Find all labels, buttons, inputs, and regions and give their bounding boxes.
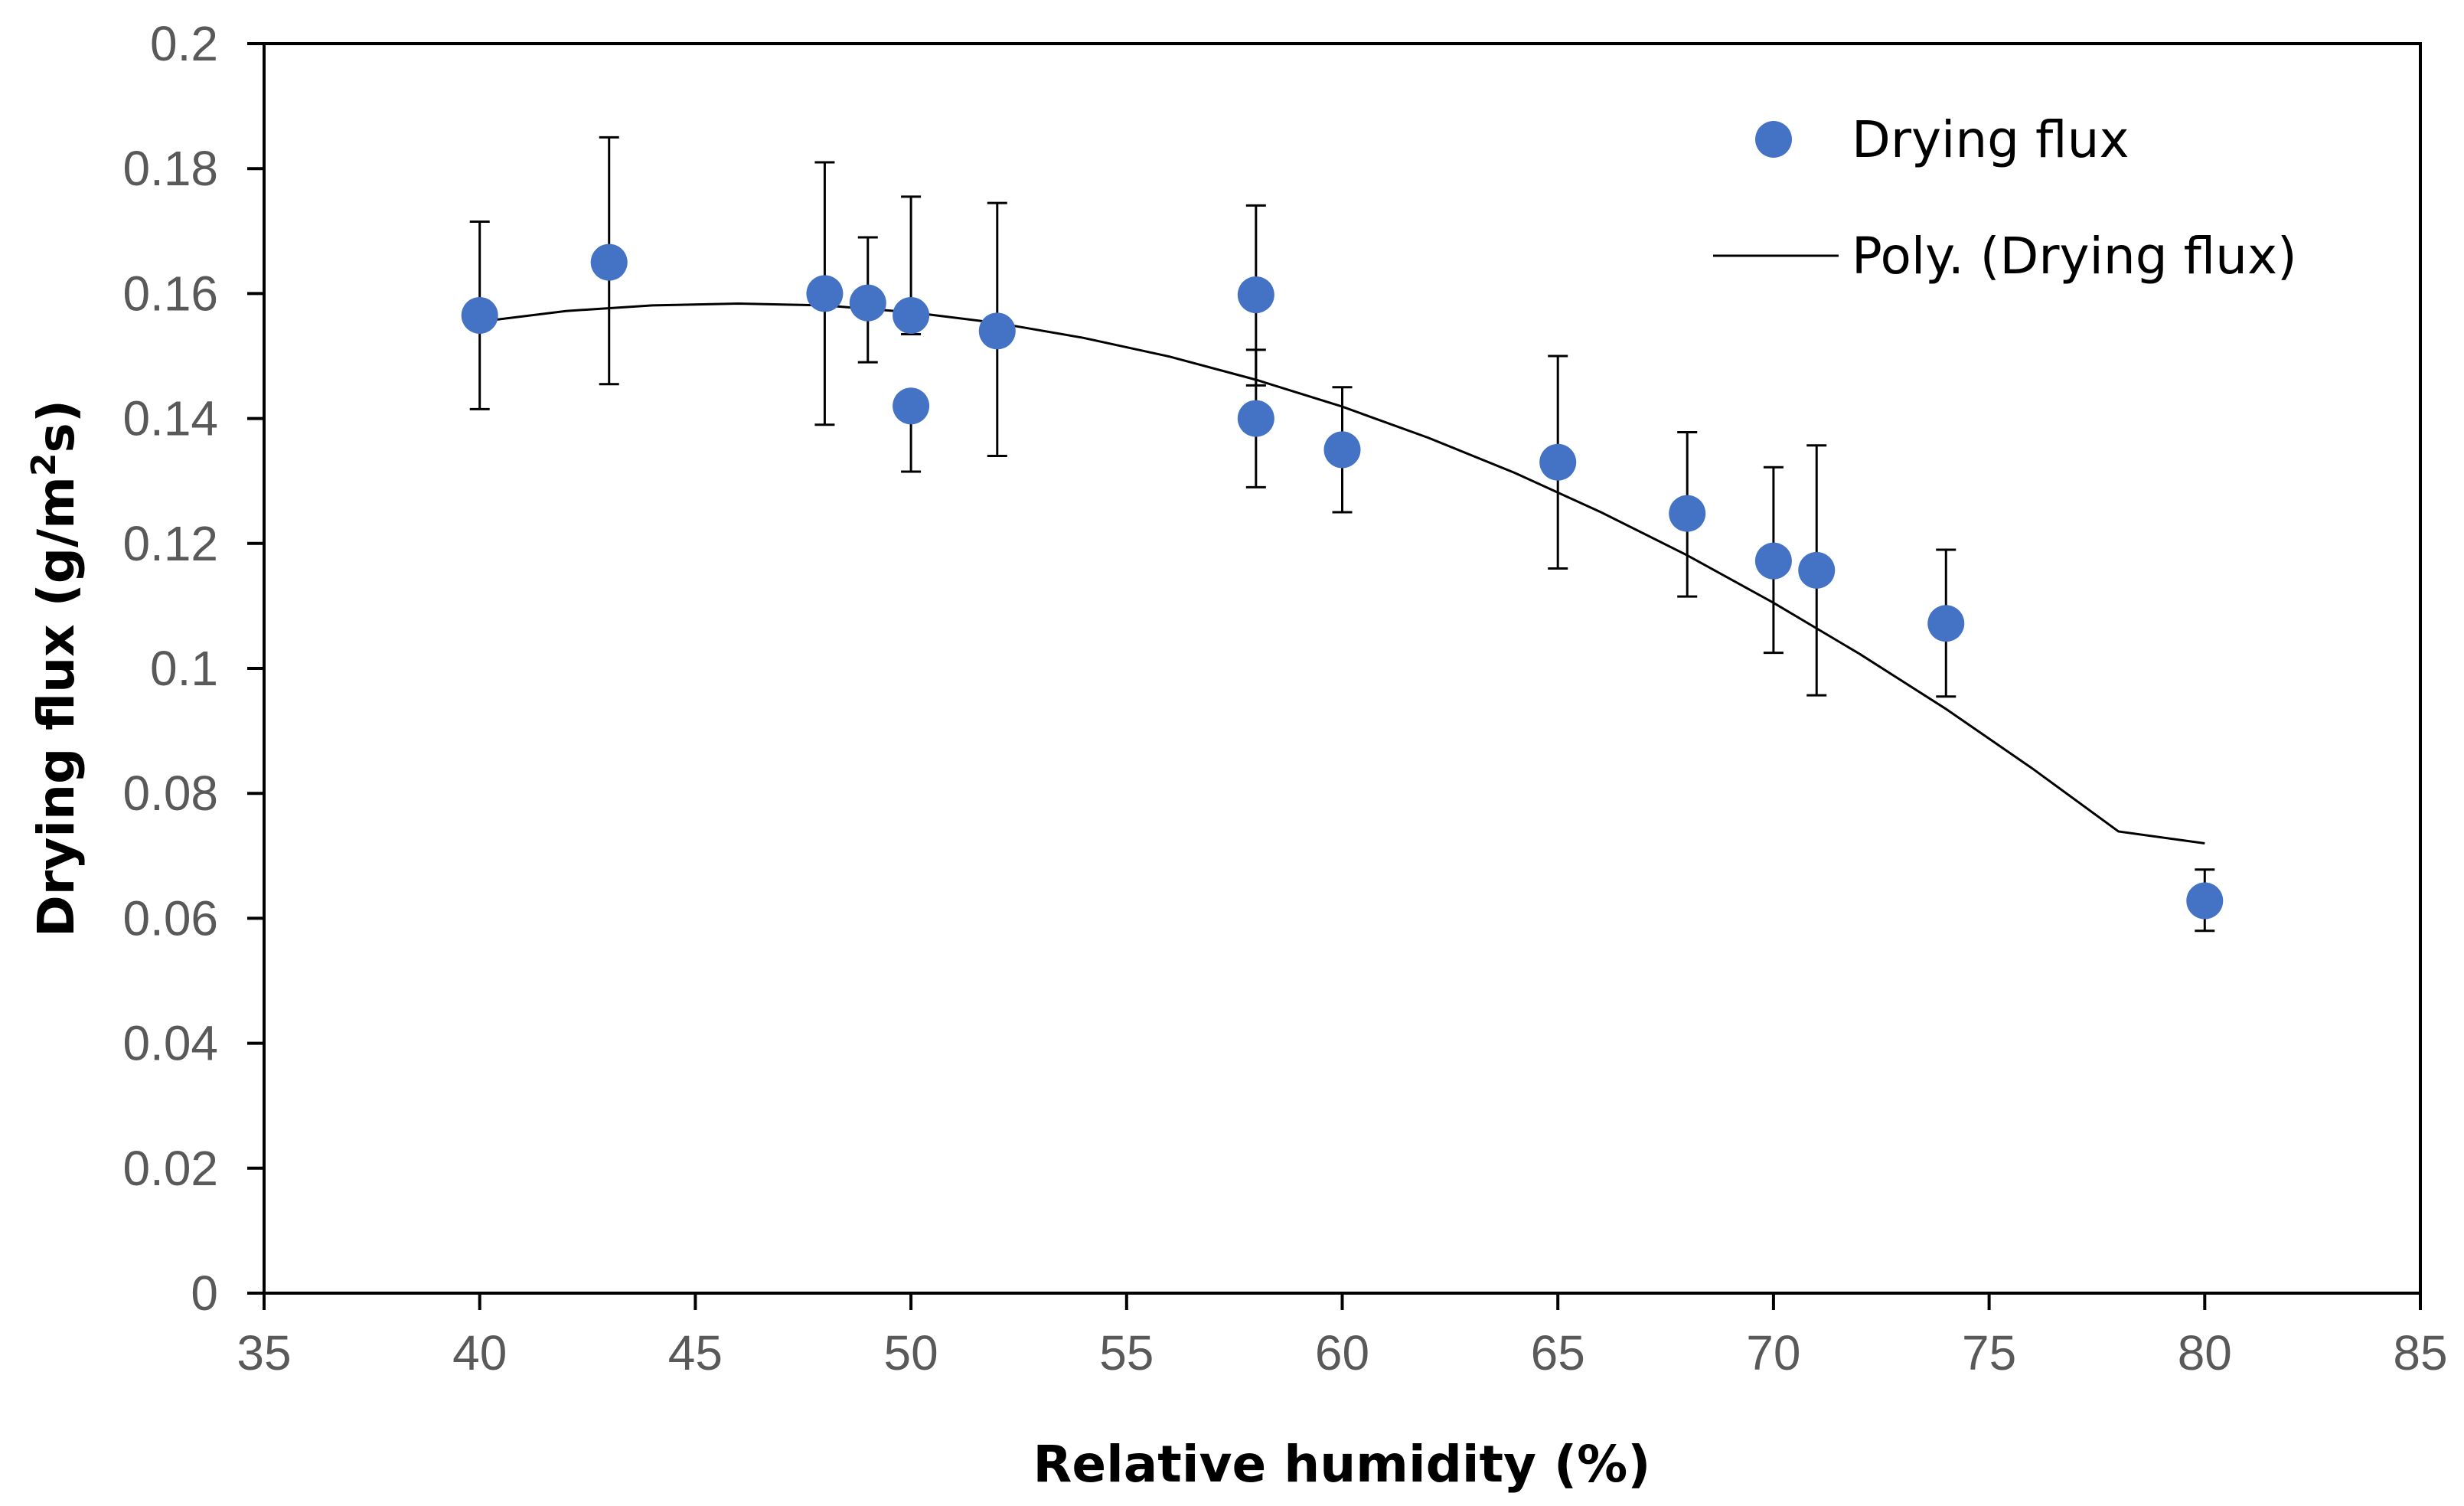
data-point bbox=[806, 275, 844, 312]
data-point bbox=[1539, 443, 1577, 481]
data-point bbox=[978, 312, 1016, 350]
x-tick-label: 60 bbox=[1315, 1325, 1369, 1380]
x-axis-title: Relative humidity (%) bbox=[1033, 1435, 1651, 1494]
data-point bbox=[1237, 400, 1274, 437]
y-axis-title-main: Drying flux (g/m bbox=[27, 476, 86, 937]
data-point bbox=[461, 296, 498, 334]
y-tick-label: 0.14 bbox=[122, 391, 218, 446]
y-tick-label: 0.18 bbox=[122, 141, 218, 196]
x-tick-label: 75 bbox=[1962, 1325, 2016, 1380]
x-tick-label: 55 bbox=[1099, 1325, 1154, 1380]
x-tick-label: 50 bbox=[884, 1325, 938, 1380]
y-axis-ticks: 0 0.02 0.04 0.06 0.08 0.1 0.12 0.14 0.16 0.18 0.2 bbox=[122, 16, 264, 1321]
data-point bbox=[1669, 495, 1706, 532]
x-tick-label: 40 bbox=[452, 1325, 507, 1380]
legend-label-drying-flux: Drying flux bbox=[1852, 110, 2129, 169]
data-point bbox=[1754, 542, 1792, 580]
legend-marker-drying-flux bbox=[1755, 121, 1792, 158]
y-tick-label: 0 bbox=[191, 1266, 218, 1321]
data-point bbox=[1323, 431, 1361, 469]
data-point bbox=[893, 387, 930, 425]
y-axis-title-end: s) bbox=[27, 400, 86, 452]
data-point bbox=[1927, 605, 1965, 642]
legend-label-poly: Poly. (Drying flux) bbox=[1852, 227, 2297, 286]
x-tick-label: 45 bbox=[668, 1325, 723, 1380]
data-point bbox=[849, 284, 886, 322]
y-tick-label: 0.02 bbox=[122, 1141, 218, 1196]
y-tick-label: 0.06 bbox=[122, 890, 218, 946]
data-point bbox=[893, 296, 930, 334]
x-axis-ticks: 35 40 45 50 55 60 65 70 75 80 85 bbox=[237, 1293, 2448, 1380]
data-points bbox=[461, 243, 2224, 920]
y-axis-title-sup: 2 bbox=[24, 452, 64, 476]
y-tick-label: 0.12 bbox=[122, 516, 218, 571]
y-tick-label: 0.16 bbox=[122, 266, 218, 321]
x-tick-label: 85 bbox=[2393, 1325, 2447, 1380]
x-tick-label: 35 bbox=[237, 1325, 291, 1380]
data-point bbox=[1237, 276, 1274, 314]
y-tick-label: 0.2 bbox=[150, 16, 218, 71]
data-point bbox=[590, 243, 628, 281]
legend: Drying flux Poly. (Drying flux) bbox=[1713, 110, 2297, 286]
y-tick-label: 0.04 bbox=[122, 1016, 218, 1071]
y-axis-title: Drying flux (g/m2s) bbox=[24, 400, 86, 937]
data-point bbox=[1798, 551, 1836, 589]
data-point bbox=[2186, 882, 2224, 920]
x-tick-label: 65 bbox=[1531, 1325, 1585, 1380]
x-tick-label: 70 bbox=[1746, 1325, 1800, 1380]
y-tick-label: 0.08 bbox=[122, 766, 218, 821]
x-tick-label: 80 bbox=[2178, 1325, 2232, 1380]
y-tick-label: 0.1 bbox=[150, 641, 218, 696]
